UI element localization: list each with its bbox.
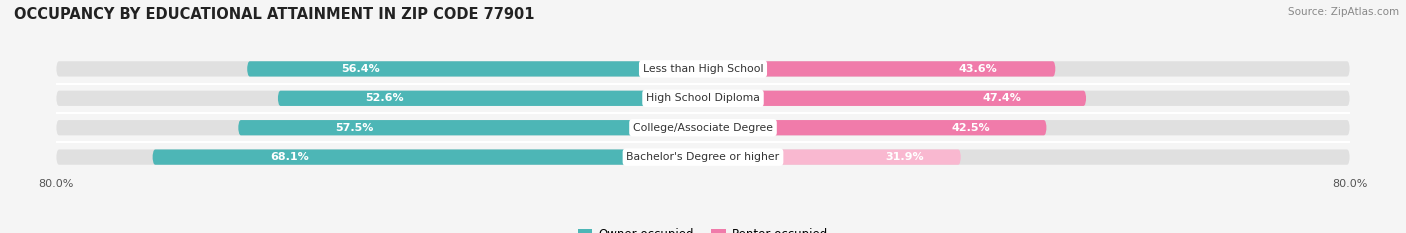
Text: 68.1%: 68.1% [271,152,309,162]
Text: Less than High School: Less than High School [643,64,763,74]
Text: 42.5%: 42.5% [952,123,990,133]
Text: 56.4%: 56.4% [342,64,381,74]
Text: 47.4%: 47.4% [983,93,1021,103]
FancyBboxPatch shape [56,120,1350,135]
FancyBboxPatch shape [703,91,1087,106]
Text: Bachelor's Degree or higher: Bachelor's Degree or higher [627,152,779,162]
Text: Source: ZipAtlas.com: Source: ZipAtlas.com [1288,7,1399,17]
Text: High School Diploma: High School Diploma [647,93,759,103]
FancyBboxPatch shape [247,61,703,77]
Text: College/Associate Degree: College/Associate Degree [633,123,773,133]
Legend: Owner-occupied, Renter-occupied: Owner-occupied, Renter-occupied [574,223,832,233]
Text: 52.6%: 52.6% [364,93,404,103]
FancyBboxPatch shape [703,149,960,165]
FancyBboxPatch shape [56,61,1350,77]
FancyBboxPatch shape [238,120,703,135]
Text: 43.6%: 43.6% [959,64,997,74]
FancyBboxPatch shape [278,91,703,106]
Text: 31.9%: 31.9% [884,152,924,162]
FancyBboxPatch shape [152,149,703,165]
FancyBboxPatch shape [703,120,1046,135]
Text: 57.5%: 57.5% [335,123,374,133]
FancyBboxPatch shape [56,149,1350,165]
Text: OCCUPANCY BY EDUCATIONAL ATTAINMENT IN ZIP CODE 77901: OCCUPANCY BY EDUCATIONAL ATTAINMENT IN Z… [14,7,534,22]
FancyBboxPatch shape [703,61,1056,77]
FancyBboxPatch shape [56,91,1350,106]
